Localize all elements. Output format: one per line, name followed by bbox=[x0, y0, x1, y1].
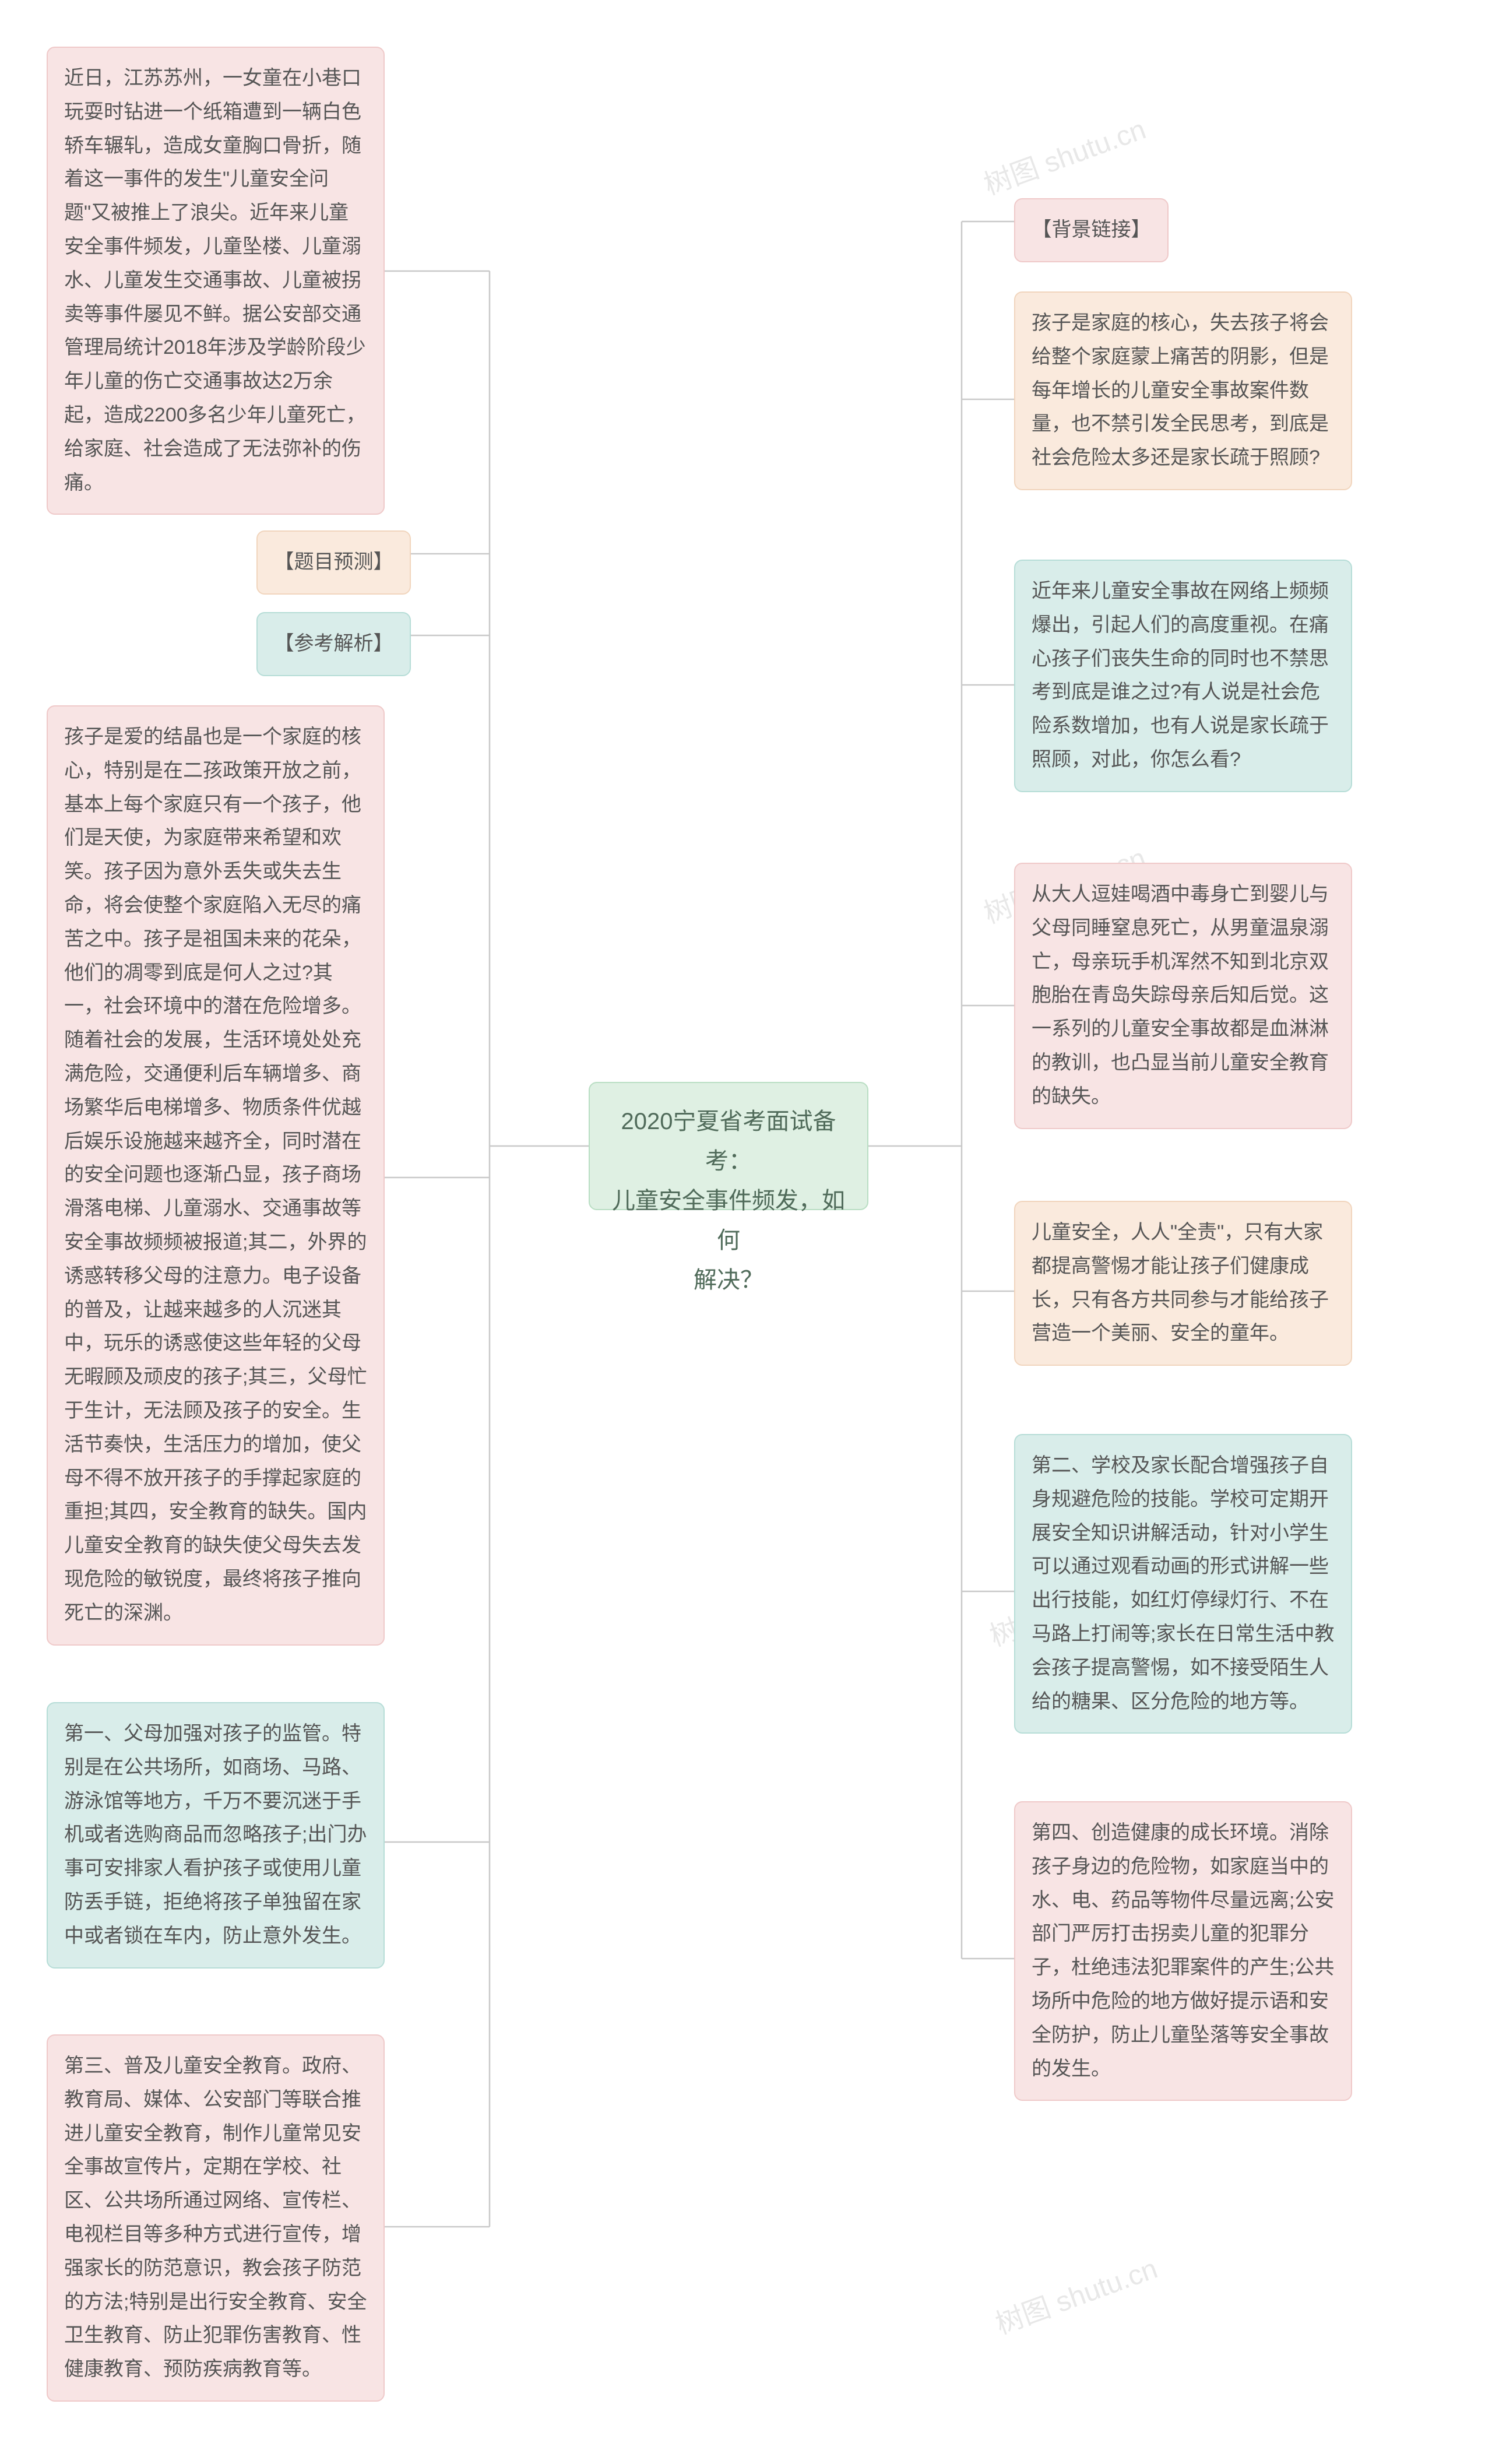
node-right-6[interactable]: 第四、创造健康的成长环境。消除孩子身边的危险物，如家庭当中的水、电、药品等物件尽… bbox=[1014, 1801, 1352, 2101]
node-left-5[interactable]: 第一、父母加强对孩子的监管。特别是在公共场所，如商场、马路、游泳馆等地方，千万不… bbox=[47, 1702, 385, 1969]
watermark: 树图 shutu.cn bbox=[977, 106, 1150, 202]
node-left-3-reference-analysis[interactable]: 【参考解析】 bbox=[256, 612, 411, 676]
node-right-1[interactable]: 孩子是家庭的核心，失去孩子将会给整个家庭蒙上痛苦的阴影，但是每年增长的儿童安全事… bbox=[1014, 291, 1352, 490]
node-right-3[interactable]: 从大人逗娃喝酒中毒身亡到婴儿与父母同睡窒息死亡，从男童温泉溺亡，母亲玩手机浑然不… bbox=[1014, 863, 1352, 1129]
node-left-6[interactable]: 第三、普及儿童安全教育。政府、教育局、媒体、公安部门等联合推进儿童安全教育，制作… bbox=[47, 2034, 385, 2402]
node-right-4[interactable]: 儿童安全，人人"全责"，只有大家都提高警惕才能让孩子们健康成长，只有各方共同参与… bbox=[1014, 1201, 1352, 1366]
node-right-5[interactable]: 第二、学校及家长配合增强孩子自身规避危险的技能。学校可定期开展安全知识讲解活动，… bbox=[1014, 1434, 1352, 1734]
node-left-1[interactable]: 近日，江苏苏州，一女童在小巷口玩耍时钻进一个纸箱遭到一辆白色轿车辗轧，造成女童胸… bbox=[47, 47, 385, 515]
node-right-0-background-link[interactable]: 【背景链接】 bbox=[1014, 198, 1169, 262]
watermark: 树图 shutu.cn bbox=[989, 2245, 1162, 2342]
center-topic[interactable]: 2020宁夏省考面试备考： 儿童安全事件频发，如何 解决？ bbox=[589, 1082, 868, 1210]
node-left-4[interactable]: 孩子是爱的结晶也是一个家庭的核心，特别是在二孩政策开放之前，基本上每个家庭只有一… bbox=[47, 705, 385, 1646]
node-right-2[interactable]: 近年来儿童安全事故在网络上频频爆出，引起人们的高度重视。在痛心孩子们丧失生命的同… bbox=[1014, 560, 1352, 792]
node-left-2-title-prediction[interactable]: 【题目预测】 bbox=[256, 530, 411, 595]
